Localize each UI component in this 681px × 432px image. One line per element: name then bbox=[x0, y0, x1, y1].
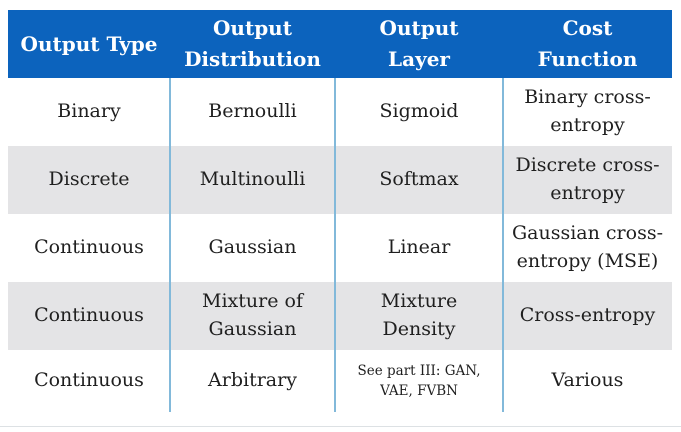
table-cell: Cross-entropy bbox=[519, 304, 656, 327]
table-cell: Sigmoid bbox=[379, 100, 459, 123]
column-header-output-layer: Output Layer bbox=[379, 16, 459, 71]
table-cell: See part III: GAN, VAE, FVBN bbox=[357, 362, 481, 399]
table-cell: Discrete cross- entropy bbox=[515, 154, 660, 204]
column-divider bbox=[334, 78, 336, 412]
table-row-discrete: Discrete Multinoulli Softmax Discrete cr… bbox=[8, 146, 672, 214]
column-divider bbox=[169, 78, 171, 412]
table-cell: Bernoulli bbox=[208, 100, 297, 123]
table-cell: Discrete bbox=[48, 168, 130, 191]
table-cell: Gaussian bbox=[208, 236, 297, 259]
table-cell: Multinoulli bbox=[199, 168, 306, 191]
table-cell: Arbitrary bbox=[208, 369, 297, 392]
table-cell: Various bbox=[551, 369, 624, 392]
bottom-hairline bbox=[0, 426, 681, 427]
table-row-binary: Binary Bernoulli Sigmoid Binary cross- e… bbox=[8, 78, 672, 146]
table-header-row: Output Type Output Distribution Output L… bbox=[8, 10, 672, 78]
table-cell: Binary cross- entropy bbox=[524, 86, 651, 136]
table-row-continuous-gaussian: Continuous Gaussian Linear Gaussian cros… bbox=[8, 214, 672, 282]
table-cell: Linear bbox=[387, 236, 451, 259]
column-header-cost-function: Cost Function bbox=[537, 16, 638, 71]
table-cell: Mixture Density bbox=[380, 290, 458, 340]
table-cell: Softmax bbox=[379, 168, 459, 191]
table-row-continuous-mixture: Continuous Mixture of Gaussian Mixture D… bbox=[8, 282, 672, 350]
table-cell: Binary bbox=[57, 100, 121, 123]
column-divider bbox=[502, 78, 504, 412]
table-cell: Continuous bbox=[34, 236, 144, 259]
table-cell: Continuous bbox=[34, 304, 144, 327]
column-header-output-distribution: Output Distribution bbox=[184, 16, 321, 71]
output-types-table: Output Type Output Distribution Output L… bbox=[8, 10, 672, 412]
table-row-continuous-arbitrary: Continuous Arbitrary See part III: GAN, … bbox=[8, 350, 672, 412]
table-cell: Gaussian cross- entropy (MSE) bbox=[511, 222, 663, 272]
table-cell: Continuous bbox=[34, 369, 144, 392]
table-cell: Mixture of Gaussian bbox=[202, 290, 303, 340]
column-header-output-type: Output Type bbox=[20, 31, 158, 56]
